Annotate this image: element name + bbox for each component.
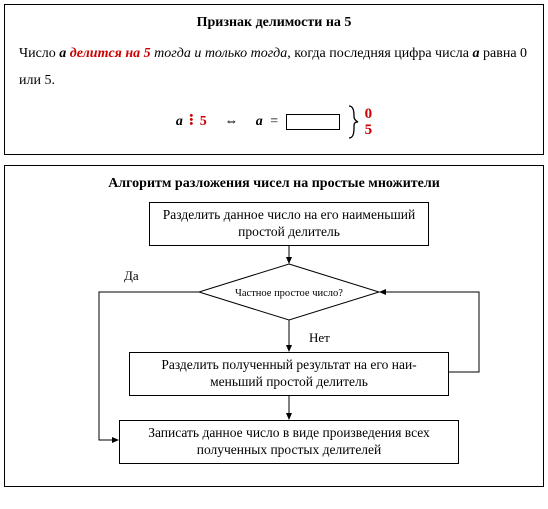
txt-red1: делится на 5 bbox=[66, 46, 150, 61]
brace-val-1: 5 bbox=[365, 122, 373, 139]
digit-box bbox=[286, 114, 340, 130]
panel1-text: Число а делится на 5 тогда и только тогд… bbox=[19, 41, 529, 94]
decision-text: Частное простое число? bbox=[235, 288, 343, 299]
yes-label: Да bbox=[124, 268, 139, 284]
divisibility-panel: Признак делимости на 5 Число а делится н… bbox=[4, 4, 544, 155]
panel1-title: Признак делимости на 5 bbox=[19, 15, 529, 31]
step1-box: Разделить данное число на его наименьший… bbox=[149, 202, 429, 246]
step3-box: Записать данное число в виде произведени… bbox=[119, 420, 459, 464]
brace-wrap: 0 5 bbox=[347, 104, 372, 140]
txt-it1: тогда и только тогда bbox=[151, 46, 288, 61]
brace-val-0: 0 bbox=[365, 106, 373, 123]
no-label: Нет bbox=[309, 330, 330, 346]
panel2-title: Алгоритм разложения чисел на простые мно… bbox=[19, 176, 529, 192]
formula-5: 5 bbox=[200, 114, 207, 129]
divides-icon: ••• bbox=[189, 115, 193, 127]
formula-a1: a bbox=[176, 114, 183, 129]
formula-eq: = bbox=[270, 114, 278, 129]
formula-a2: a bbox=[256, 114, 263, 129]
txt-p2: , когда последняя цифра числа bbox=[287, 46, 472, 61]
brace-values: 0 5 bbox=[365, 106, 373, 139]
brace-icon bbox=[347, 104, 359, 140]
step2-box: Разделить полученный результат на его на… bbox=[129, 352, 449, 396]
txt-a2: а bbox=[473, 46, 480, 61]
algorithm-panel: Алгоритм разложения чисел на простые мно… bbox=[4, 165, 544, 487]
flowchart: Частное простое число? Разделить данное … bbox=[19, 202, 529, 472]
iff-icon: ⇔ bbox=[224, 114, 238, 129]
panel1-formula: a ••• 5 ⇔ a = 0 5 bbox=[19, 104, 529, 140]
txt-p1: Число bbox=[19, 46, 59, 61]
